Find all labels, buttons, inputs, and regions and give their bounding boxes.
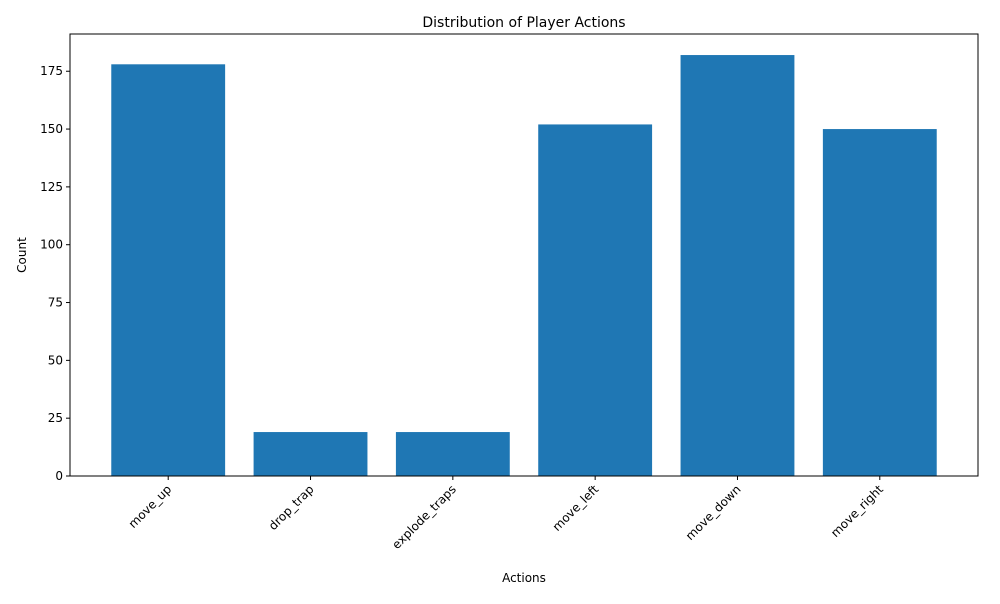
bar-move-right xyxy=(822,129,937,476)
bar-move-down xyxy=(680,55,795,477)
bar-move-left xyxy=(538,124,653,477)
x-axis-label: Actions xyxy=(502,571,546,585)
bar-move-up xyxy=(111,64,226,476)
y-tick-label: 75 xyxy=(48,296,63,310)
y-axis-label: Count xyxy=(15,237,29,273)
plot-frame xyxy=(69,33,979,477)
bar-explode-traps xyxy=(395,432,510,476)
y-tick-label: 125 xyxy=(40,180,63,194)
y-tick-label: 0 xyxy=(55,469,63,483)
bar-drop-trap xyxy=(253,432,368,476)
chart-title: Distribution of Player Actions xyxy=(422,15,625,31)
y-axis-ticks: 0 25 50 75 100 125 150 175 xyxy=(40,64,70,483)
y-tick-label: 150 xyxy=(40,122,63,136)
bars-layer xyxy=(111,55,937,477)
y-tick-label: 175 xyxy=(40,64,63,78)
y-tick-label: 50 xyxy=(48,353,63,367)
y-tick-label: 25 xyxy=(48,411,63,425)
y-tick-label: 100 xyxy=(40,238,63,252)
